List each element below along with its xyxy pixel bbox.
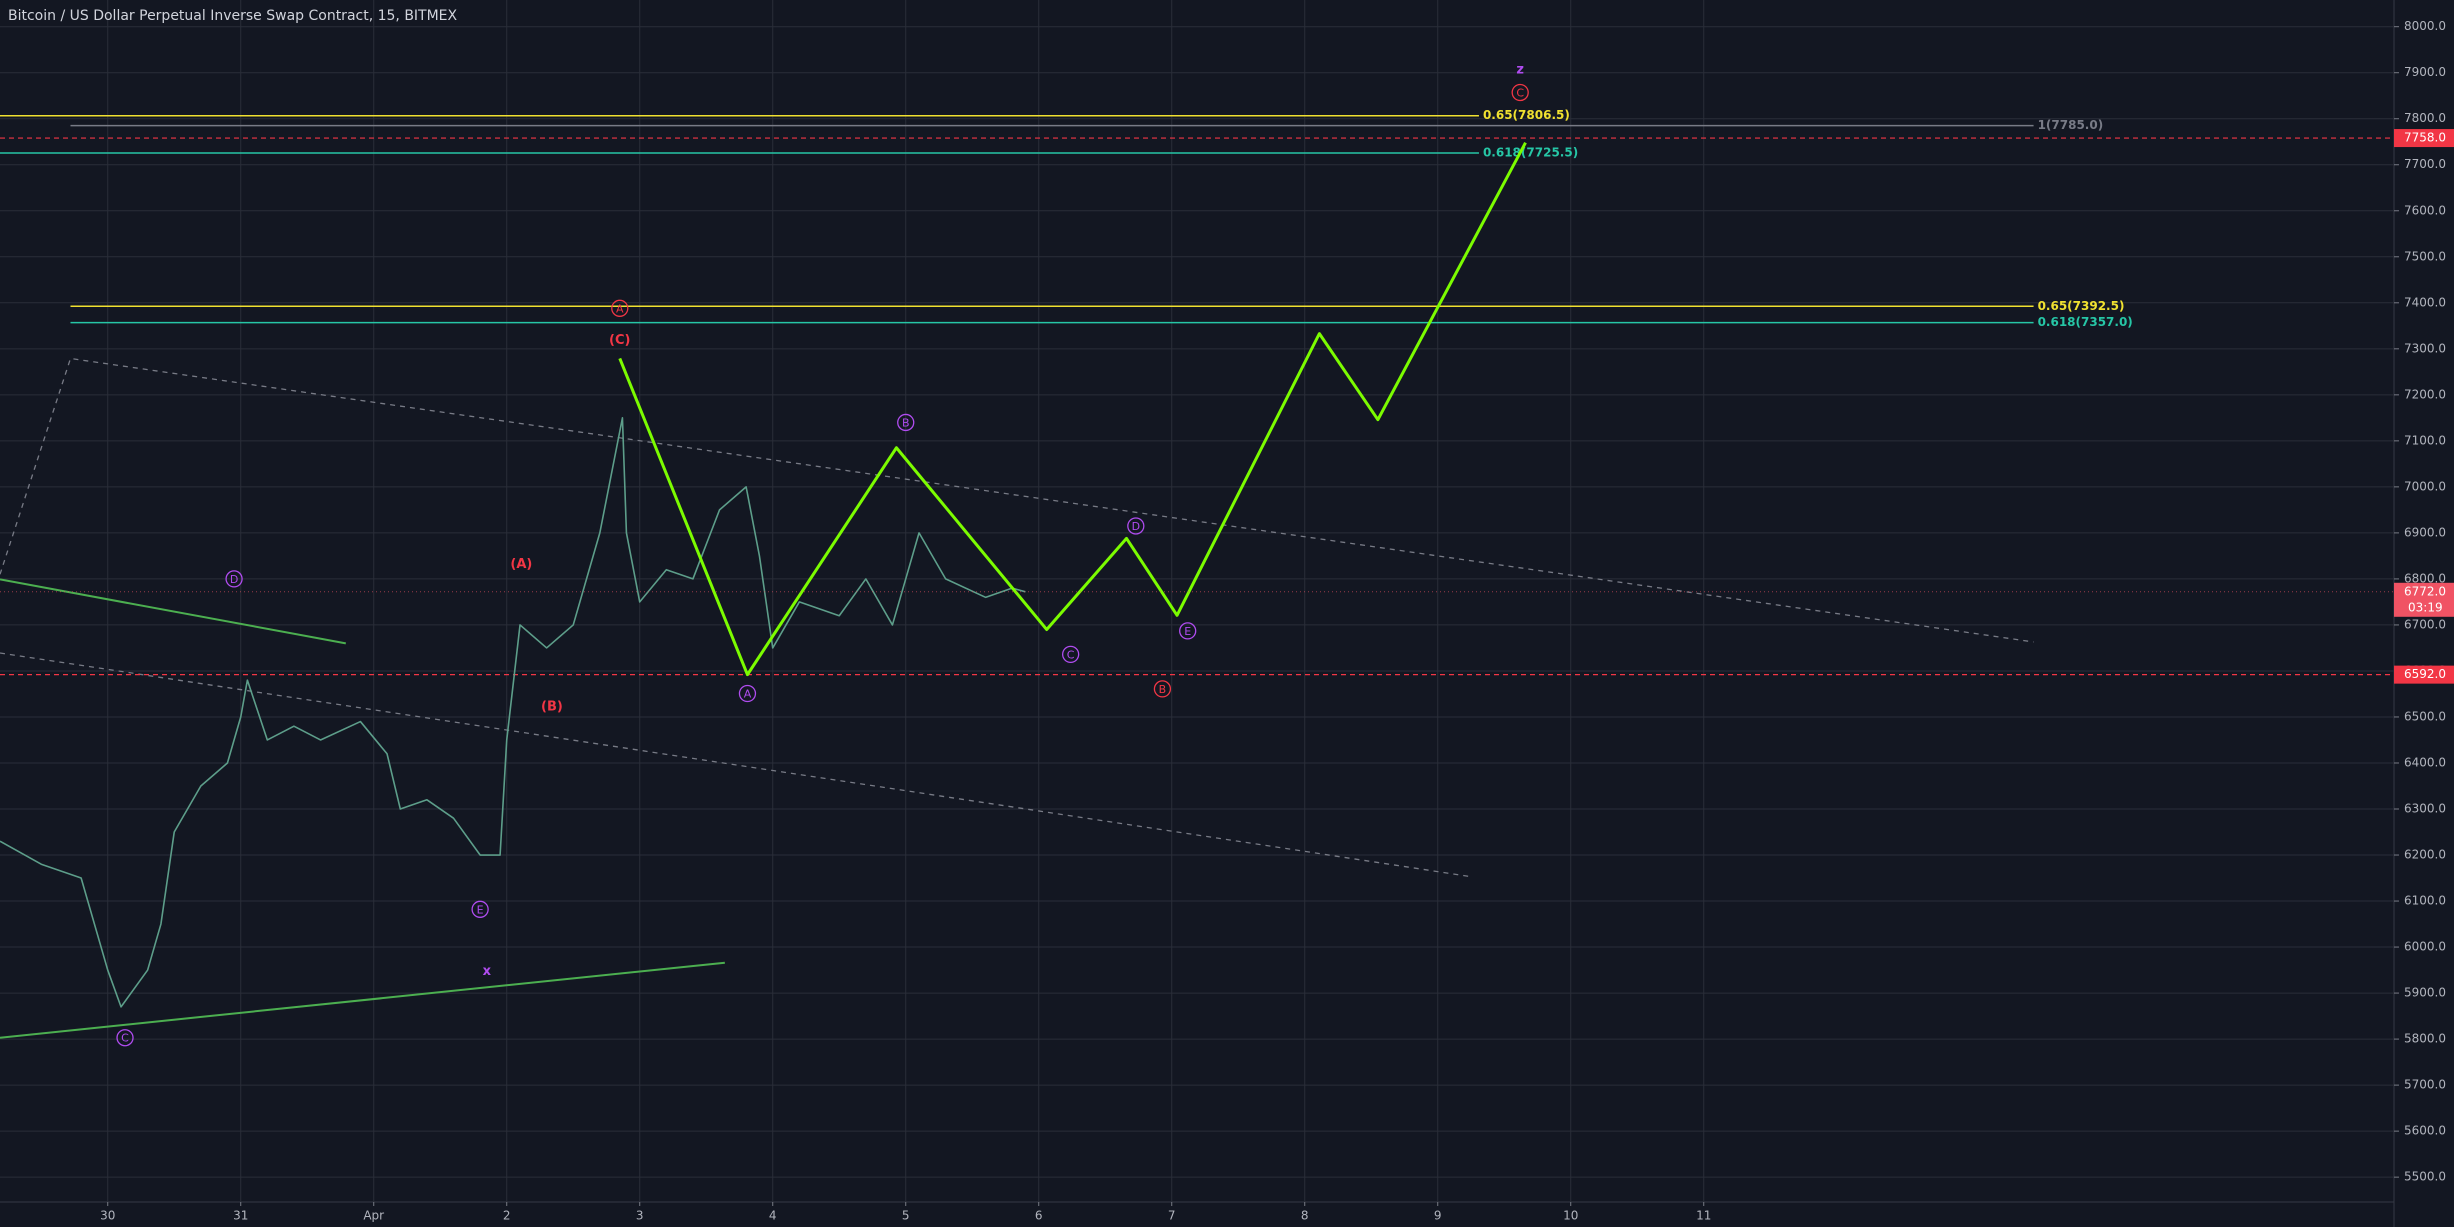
- fib-level-label: 0.65(7806.5): [1483, 108, 1570, 122]
- y-tick-label: 6800.0: [2404, 571, 2446, 585]
- price-line: [0, 417, 1026, 1008]
- wave-label-circle: [1062, 645, 1080, 664]
- x-tick-label: Apr: [363, 1209, 384, 1223]
- x-tick-label: 30: [100, 1209, 115, 1223]
- last-price-label: 6772.0: [2404, 584, 2446, 598]
- wave-label-circle: [738, 684, 757, 703]
- last-price-timer: 03:19: [2408, 600, 2443, 614]
- y-tick-label: 7700.0: [2404, 157, 2446, 171]
- y-tick-label: 6700.0: [2404, 617, 2446, 631]
- price-marker-label: 6592.0: [2404, 667, 2446, 681]
- wave-label: A: [744, 687, 752, 700]
- fib-level-label: 0.65(7392.5): [2038, 299, 2125, 313]
- y-tick-label: 5800.0: [2404, 1032, 2446, 1046]
- y-tick-label: 7500.0: [2404, 249, 2446, 263]
- wave-label: B: [1159, 683, 1167, 696]
- x-tick-label: 31: [233, 1209, 248, 1223]
- price-marker-tag: [2394, 129, 2454, 148]
- trendline: [0, 961, 725, 1039]
- y-tick-label: 5500.0: [2404, 1170, 2446, 1184]
- wave-label: (C): [609, 333, 630, 348]
- price-marker-tag: [2394, 665, 2454, 684]
- fib-level-label: 1(7785.0): [2038, 118, 2104, 132]
- x-tick-label: 9: [1434, 1209, 1442, 1223]
- x-tick-label: 7: [1168, 1209, 1176, 1223]
- y-tick-label: 7100.0: [2404, 433, 2446, 447]
- wave-label: E: [477, 903, 484, 916]
- x-tick-label: 10: [1563, 1209, 1578, 1223]
- wave-label-circle: [1127, 517, 1145, 535]
- y-tick-label: 6900.0: [2404, 525, 2446, 539]
- wave-label-circle: [471, 900, 489, 918]
- y-tick-label: 5600.0: [2404, 1124, 2446, 1138]
- x-tick-label: 8: [1301, 1209, 1309, 1223]
- wave-label: E: [1184, 625, 1191, 638]
- y-tick-label: 7200.0: [2404, 387, 2446, 401]
- y-tick-label: 6300.0: [2404, 802, 2446, 816]
- y-tick-label: 7400.0: [2404, 295, 2446, 309]
- x-tick-label: 11: [1696, 1209, 1711, 1223]
- x-tick-label: 5: [902, 1209, 910, 1223]
- y-tick-label: 7000.0: [2404, 479, 2446, 493]
- wave-label-circle: [1153, 680, 1172, 698]
- wave-label: C: [121, 1032, 129, 1045]
- wave-label-circle: [1179, 622, 1197, 640]
- wave-label-circle: [1511, 83, 1529, 102]
- wave-label: (B): [541, 699, 563, 714]
- trendline: [0, 578, 346, 645]
- wave-label-circle: [611, 299, 629, 317]
- y-tick-label: 7600.0: [2404, 203, 2446, 217]
- last-price-tag: [2394, 582, 2454, 617]
- wave-label: z: [1516, 63, 1524, 78]
- wave-label-circle: [116, 1029, 134, 1047]
- wave-label: x: [483, 964, 492, 979]
- wave-label-circle: [225, 570, 243, 588]
- wave-label: (A): [510, 557, 532, 572]
- y-tick-label: 6200.0: [2404, 848, 2446, 862]
- wave-label: D: [230, 573, 238, 586]
- x-tick-label: 3: [636, 1209, 644, 1223]
- y-tick-label: 8000.0: [2404, 19, 2446, 33]
- x-tick-label: 2: [503, 1209, 511, 1223]
- wave-label: C: [1067, 648, 1075, 661]
- y-tick-label: 6100.0: [2404, 894, 2446, 908]
- y-tick-label: 6500.0: [2404, 709, 2446, 723]
- wave-label: A: [616, 302, 624, 315]
- fib-level-label: 0.618(7357.0): [2038, 315, 2133, 329]
- y-tick-label: 6400.0: [2404, 755, 2446, 769]
- y-tick-label: 7900.0: [2404, 65, 2446, 79]
- wave-label: D: [1132, 520, 1140, 533]
- y-tick-label: 5700.0: [2404, 1078, 2446, 1092]
- y-tick-label: 7300.0: [2404, 341, 2446, 355]
- fib-level-label: 0.618(7725.5): [1483, 146, 1578, 160]
- trendline: [0, 652, 1472, 878]
- x-tick-label: 4: [769, 1209, 777, 1223]
- price-marker-label: 7758.0: [2404, 131, 2446, 145]
- price-line: [618, 141, 1527, 677]
- x-tick-label: 6: [1035, 1209, 1043, 1223]
- wave-label: C: [1516, 86, 1524, 99]
- y-tick-label: 5900.0: [2404, 986, 2446, 1000]
- chart-title: Bitcoin / US Dollar Perpetual Inverse Sw…: [8, 8, 458, 24]
- wave-label: B: [902, 416, 910, 429]
- y-tick-label: 7800.0: [2404, 111, 2446, 125]
- wave-label-circle: [897, 413, 915, 432]
- y-tick-label: 6000.0: [2404, 940, 2446, 954]
